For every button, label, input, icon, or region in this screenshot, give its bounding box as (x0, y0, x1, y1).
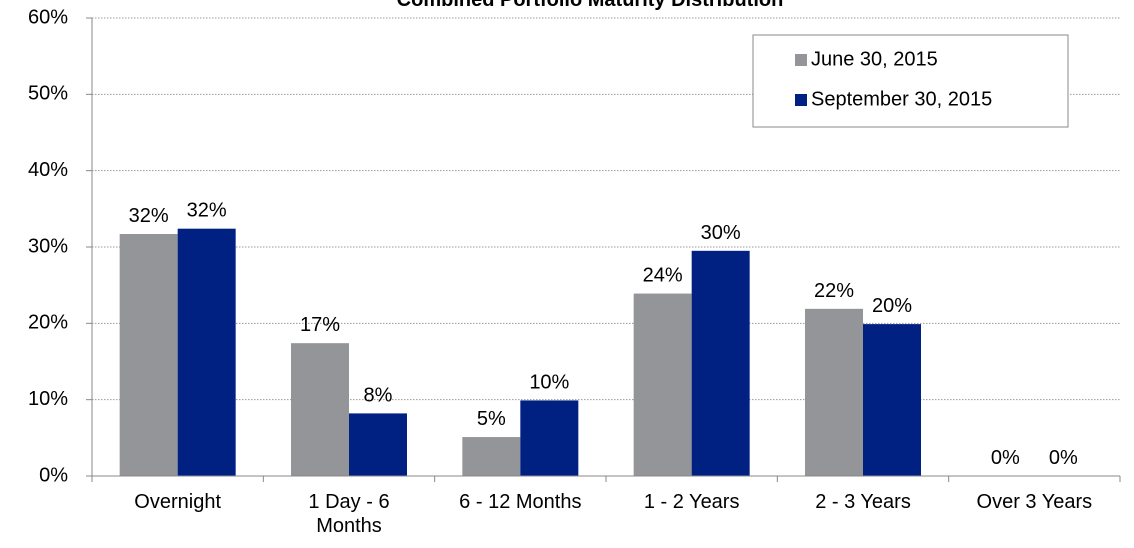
value-label: 10% (529, 371, 569, 393)
value-label: 32% (129, 205, 169, 227)
y-tick-label: 10% (28, 388, 68, 410)
value-label: 17% (300, 314, 340, 336)
y-tick-label: 50% (28, 83, 68, 105)
value-label: 0% (991, 447, 1020, 469)
bar (177, 228, 236, 476)
bar (462, 437, 521, 476)
x-tick-label: Over 3 Years (976, 491, 1093, 513)
bar (633, 293, 692, 476)
y-tick-label: 60% (28, 6, 68, 28)
value-label: 24% (643, 265, 683, 287)
value-label: 0% (1049, 447, 1078, 469)
bar (291, 343, 349, 476)
bar (805, 308, 863, 476)
bar (520, 400, 579, 476)
x-tick-label: Overnight (134, 491, 222, 513)
y-tick-label: 40% (28, 159, 68, 181)
x-tick-label: 1 Day - 6 Months (308, 491, 390, 537)
y-tick-label: 20% (28, 312, 68, 334)
value-label: 32% (187, 200, 227, 222)
value-label: 22% (814, 280, 854, 302)
legend-label: June 30, 2015 (811, 48, 938, 70)
legend-swatch (795, 94, 807, 106)
y-tick-label: 0% (39, 464, 68, 486)
value-label: 5% (477, 408, 506, 430)
legend-box (752, 34, 1069, 128)
bar (119, 234, 178, 476)
legend-swatch (795, 54, 807, 66)
chart-title: Combined Portfolio Maturity Distribution (397, 0, 784, 11)
x-tick-label: 2 - 3 Years (815, 491, 911, 513)
value-label: 8% (364, 384, 393, 406)
x-tick-label: 6 - 12 Months (459, 491, 582, 513)
x-tick-label: 1 - 2 Years (643, 491, 740, 513)
y-tick-label: 30% (28, 235, 68, 257)
bar (349, 413, 407, 476)
value-label: 30% (701, 222, 741, 244)
bar (863, 324, 921, 476)
value-label: 20% (872, 295, 912, 317)
bar (691, 250, 750, 476)
legend-label: September 30, 2015 (811, 88, 992, 110)
